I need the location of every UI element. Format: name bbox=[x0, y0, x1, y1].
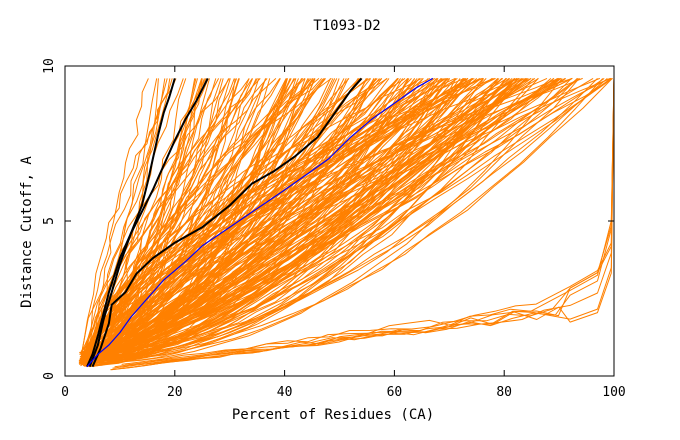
background-series-line bbox=[93, 78, 207, 356]
background-series-line bbox=[86, 77, 573, 353]
background-series-line bbox=[82, 78, 306, 361]
background-series-line bbox=[87, 77, 561, 354]
background-series-line bbox=[86, 77, 573, 367]
y-axis-ticks: 0 5 10 bbox=[42, 58, 614, 380]
highlight-series-line bbox=[86, 77, 434, 368]
plot-area bbox=[78, 77, 615, 371]
background-series-line bbox=[87, 77, 518, 355]
background-series-line bbox=[87, 78, 563, 364]
background-series-line bbox=[79, 78, 177, 365]
background-series-line bbox=[93, 77, 612, 364]
background-series-line bbox=[83, 78, 416, 355]
y-tick-label: 0 bbox=[42, 372, 57, 380]
background-series-line bbox=[110, 78, 615, 371]
highlight-series-line bbox=[91, 77, 363, 368]
background-series-line bbox=[79, 78, 461, 359]
background-series-line bbox=[85, 77, 495, 352]
background-series-line bbox=[81, 78, 519, 356]
background-series-line bbox=[84, 78, 372, 356]
y-tick-label: 5 bbox=[42, 217, 57, 225]
background-series-line bbox=[80, 78, 203, 353]
background-series-line bbox=[87, 78, 613, 359]
background-series-line bbox=[91, 78, 253, 352]
background-series-line bbox=[85, 77, 370, 353]
background-series-line bbox=[90, 77, 594, 367]
x-tick-label: 0 bbox=[61, 385, 69, 400]
x-tick-label: 40 bbox=[277, 385, 293, 400]
background-series-line bbox=[88, 78, 377, 366]
background-series-line bbox=[111, 78, 615, 371]
background-series-line bbox=[89, 78, 402, 360]
background-series-line bbox=[92, 77, 559, 357]
background-series-line bbox=[90, 78, 281, 357]
background-series-line bbox=[121, 78, 615, 365]
background-series-line bbox=[91, 78, 424, 356]
background-series-line bbox=[87, 77, 562, 354]
x-axis-ticks: 0 20 40 60 80 100 bbox=[61, 66, 626, 400]
background-series-line bbox=[91, 78, 519, 353]
background-series-line bbox=[79, 78, 171, 366]
background-series-line bbox=[87, 78, 369, 354]
background-series-line bbox=[85, 77, 548, 358]
y-axis-label: Distance Cutoff, A bbox=[19, 156, 35, 308]
background-series-line bbox=[90, 77, 518, 355]
highlight-series-line bbox=[86, 78, 176, 368]
x-tick-label: 80 bbox=[496, 385, 512, 400]
background-series-line bbox=[79, 78, 572, 355]
y-tick-label: 10 bbox=[42, 58, 57, 74]
x-axis-label: Percent of Residues (CA) bbox=[232, 407, 434, 423]
background-series-line bbox=[81, 78, 230, 354]
background-series-line bbox=[85, 77, 579, 352]
x-tick-label: 100 bbox=[602, 385, 625, 400]
background-series-line bbox=[112, 78, 615, 369]
background-series-line bbox=[89, 78, 604, 362]
highlight-series-group bbox=[86, 77, 434, 368]
background-series-line bbox=[87, 78, 449, 353]
background-series-line bbox=[84, 77, 539, 359]
background-series-line bbox=[87, 78, 312, 352]
highlight-series-line bbox=[88, 77, 209, 368]
background-series-line bbox=[79, 78, 522, 357]
background-series-line bbox=[88, 78, 296, 367]
x-tick-label: 60 bbox=[387, 385, 403, 400]
background-series-line bbox=[85, 77, 406, 355]
background-series-line bbox=[90, 78, 230, 366]
background-series-line bbox=[94, 78, 467, 359]
chart-title: T1093-D2 bbox=[313, 18, 380, 34]
background-series-line bbox=[91, 78, 482, 361]
background-series-line bbox=[81, 78, 291, 359]
background-series-line bbox=[82, 77, 523, 354]
background-series-line bbox=[87, 78, 149, 358]
background-series-line bbox=[93, 78, 291, 353]
x-tick-label: 20 bbox=[167, 385, 183, 400]
background-series-line bbox=[88, 78, 487, 362]
background-series-group bbox=[78, 77, 615, 371]
